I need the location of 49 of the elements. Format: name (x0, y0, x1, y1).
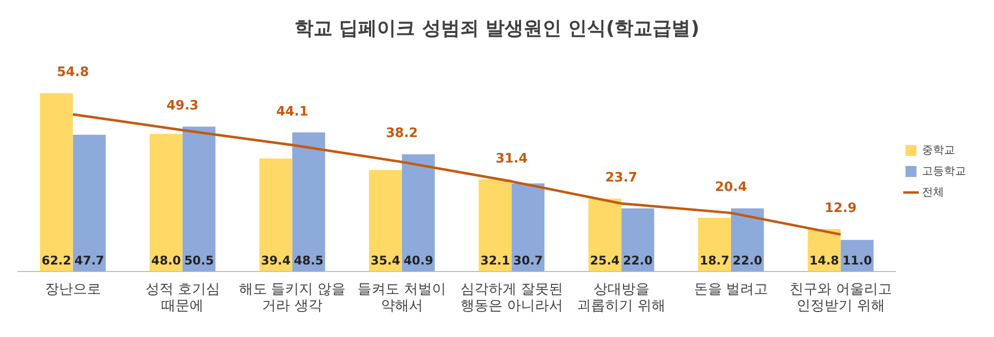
data-label: 40.9 (404, 254, 434, 268)
x-tick-label: 심각하게 잘못된 행동은 아니라서 (460, 281, 563, 314)
bar (512, 183, 544, 272)
x-tick-label: 성적 호기심 때문에 (145, 281, 220, 314)
data-label: 44.1 (276, 104, 308, 120)
data-label: 50.5 (184, 254, 214, 268)
data-label: 31.4 (496, 151, 528, 166)
legend-label: 전체 (922, 185, 944, 198)
x-tick-label: 들켜도 처벌이 약해서 (358, 281, 446, 314)
data-label: 22.0 (732, 254, 762, 268)
data-label: 23.7 (605, 170, 638, 186)
data-label: 18.7 (700, 254, 730, 268)
data-label: 32.1 (480, 254, 510, 268)
chart-title: 학교 딥페이크 성범죄 발생원인 인식(학교급별) (294, 17, 700, 40)
data-label: 47.7 (74, 254, 104, 268)
data-label: 14.8 (809, 254, 840, 268)
bar (698, 218, 731, 272)
data-label: 54.8 (56, 65, 89, 80)
data-label: 35.4 (370, 254, 400, 268)
x-tick-label: 상대방을 괴롭히기 위해 (577, 281, 666, 314)
bar (72, 134, 106, 272)
bar (182, 126, 216, 272)
bar (259, 158, 292, 272)
data-label: 39.4 (260, 254, 291, 268)
data-label: 62.2 (42, 254, 72, 268)
data-label: 20.4 (714, 180, 748, 196)
data-label: 25.4 (590, 254, 620, 268)
x-tick-label: 돈을 벌려고 (694, 281, 768, 298)
bar (478, 179, 512, 272)
data-label: 30.7 (513, 254, 543, 268)
x-tick-label: 해도 들키지 않을 거라 생각 (238, 281, 346, 314)
legend-label: 중학교 (922, 143, 955, 156)
data-label: 48.5 (294, 254, 324, 268)
x-tick-label: 장난으로 (44, 281, 101, 298)
data-label: 12.9 (824, 200, 857, 216)
data-label: 22.0 (622, 254, 653, 268)
data-label: 11.0 (842, 254, 872, 268)
x-tick-label: 친구와 어울리고 인정받기 위해 (789, 281, 892, 314)
bar (369, 170, 402, 272)
bar (150, 134, 183, 272)
bar (402, 154, 435, 272)
bar (621, 208, 654, 272)
bar (40, 93, 73, 272)
bar (588, 198, 622, 272)
bar (292, 132, 326, 272)
data-label: 48.0 (151, 254, 181, 268)
legend-label: 고등학교 (922, 164, 966, 178)
data-label: 49.3 (166, 98, 199, 114)
data-label: 38.2 (386, 126, 418, 142)
